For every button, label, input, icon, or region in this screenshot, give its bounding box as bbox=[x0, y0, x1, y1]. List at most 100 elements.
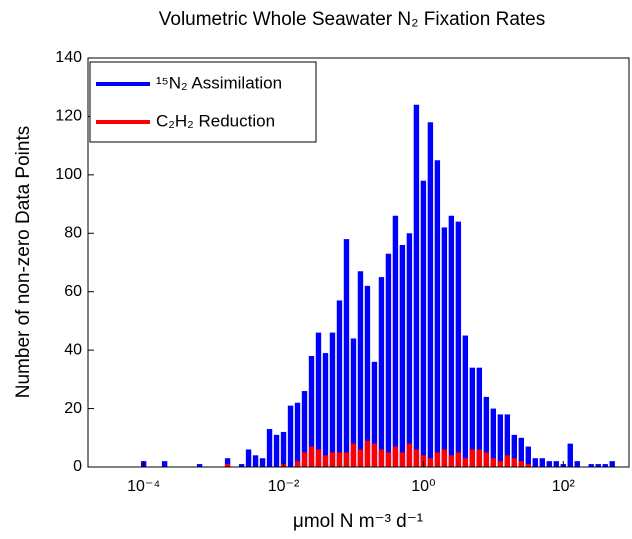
y-tick-label: 100 bbox=[55, 166, 82, 183]
bar bbox=[336, 300, 343, 467]
bar bbox=[385, 452, 392, 467]
bar bbox=[490, 458, 497, 467]
bar bbox=[266, 429, 273, 467]
bar bbox=[462, 335, 469, 467]
x-tick-label: 10⁰ bbox=[411, 478, 435, 495]
bar bbox=[392, 215, 399, 467]
bar bbox=[329, 332, 336, 467]
bar bbox=[294, 461, 301, 467]
bar bbox=[497, 414, 504, 467]
bar bbox=[553, 461, 559, 467]
bar bbox=[469, 449, 476, 467]
bar bbox=[336, 452, 343, 467]
bar bbox=[609, 461, 615, 467]
bar bbox=[525, 464, 531, 467]
bar bbox=[511, 434, 518, 467]
bar bbox=[469, 367, 476, 467]
bar bbox=[238, 464, 245, 467]
bar bbox=[343, 239, 350, 467]
plot-frame bbox=[87, 57, 630, 468]
bar bbox=[315, 449, 322, 467]
bar bbox=[413, 449, 420, 467]
chart-title: Volumetric Whole Seawater N₂ Fixation Ra… bbox=[159, 9, 545, 30]
y-tick-label: 120 bbox=[55, 108, 82, 125]
bar bbox=[504, 414, 511, 467]
bar bbox=[287, 405, 294, 467]
bar bbox=[483, 396, 490, 467]
bar bbox=[392, 446, 399, 467]
bar bbox=[245, 449, 252, 467]
x-tick-label: 10² bbox=[552, 478, 576, 495]
y-tick-label: 140 bbox=[55, 49, 82, 66]
bar bbox=[588, 464, 594, 467]
bar bbox=[322, 353, 329, 467]
x-axis-label: μmol N m⁻³ d⁻¹ bbox=[293, 511, 423, 532]
bar bbox=[518, 437, 524, 467]
bar bbox=[280, 431, 287, 467]
bar bbox=[385, 253, 392, 467]
bar bbox=[308, 355, 315, 467]
y-axis-label: Number of non-zero Data Points bbox=[13, 126, 34, 398]
legend-box bbox=[89, 61, 317, 143]
bar bbox=[406, 233, 413, 467]
y-tick-label: 20 bbox=[64, 400, 82, 417]
bar bbox=[546, 461, 552, 467]
bar bbox=[308, 446, 315, 467]
bar bbox=[329, 452, 336, 467]
bar bbox=[455, 452, 462, 467]
bar bbox=[259, 458, 266, 467]
bar bbox=[371, 443, 378, 467]
bar bbox=[427, 458, 434, 467]
y-tick-label: 80 bbox=[64, 225, 82, 242]
bar bbox=[399, 452, 406, 467]
bar bbox=[252, 455, 259, 467]
bar bbox=[273, 434, 280, 467]
bar bbox=[161, 461, 168, 467]
bar bbox=[511, 458, 518, 467]
bar bbox=[448, 215, 455, 467]
bar bbox=[532, 458, 538, 467]
bar bbox=[364, 285, 371, 467]
bar bbox=[427, 122, 434, 468]
bar bbox=[350, 443, 357, 467]
bar bbox=[434, 452, 441, 467]
bar bbox=[497, 461, 504, 467]
bar bbox=[504, 455, 511, 467]
bar bbox=[357, 449, 364, 467]
bar bbox=[378, 277, 385, 467]
bar bbox=[602, 464, 608, 467]
bar bbox=[413, 104, 420, 467]
x-tick-label: 10⁻⁴ bbox=[127, 478, 160, 495]
bar bbox=[196, 464, 203, 467]
bar bbox=[455, 221, 462, 467]
bar bbox=[441, 227, 448, 467]
bar bbox=[490, 408, 497, 467]
bar bbox=[420, 180, 427, 467]
bar bbox=[595, 464, 601, 467]
legend-label: C₂H₂ Reduction bbox=[156, 111, 275, 130]
bar bbox=[301, 452, 308, 467]
x-tick-label: 10⁻² bbox=[268, 478, 300, 495]
bar bbox=[224, 458, 231, 467]
bar bbox=[357, 271, 364, 467]
bar bbox=[350, 338, 357, 467]
bar bbox=[399, 244, 406, 467]
bar bbox=[434, 160, 441, 467]
bar bbox=[574, 461, 580, 467]
bar bbox=[343, 452, 350, 467]
bar bbox=[378, 449, 385, 467]
bar bbox=[525, 446, 531, 467]
bar bbox=[315, 332, 322, 467]
bar bbox=[364, 440, 371, 467]
bar bbox=[567, 443, 573, 467]
bar bbox=[483, 452, 490, 467]
bar bbox=[518, 461, 524, 467]
bar bbox=[448, 455, 455, 467]
bar bbox=[301, 391, 308, 467]
bar bbox=[406, 443, 413, 467]
y-tick-label: 60 bbox=[64, 283, 82, 300]
bar bbox=[322, 455, 329, 467]
bar bbox=[539, 458, 545, 467]
bar bbox=[371, 361, 378, 467]
